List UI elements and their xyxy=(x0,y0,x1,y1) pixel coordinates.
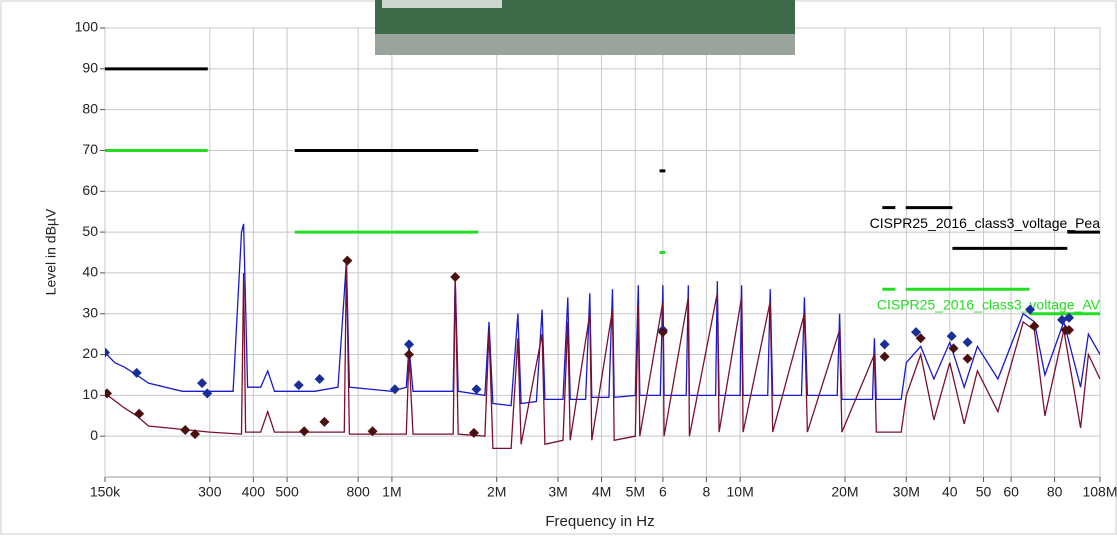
marker xyxy=(367,426,378,437)
y-tick-label: 60 xyxy=(82,182,98,198)
marker xyxy=(915,333,926,344)
x-tick-label: 2M xyxy=(487,484,506,500)
marker xyxy=(1064,325,1075,336)
grid xyxy=(104,27,1101,477)
marker xyxy=(202,388,213,399)
x-tick-label: 80 xyxy=(1047,484,1063,500)
x-tick-label: 4M xyxy=(592,484,611,500)
marker xyxy=(657,327,668,338)
x-tick-label: 30M xyxy=(893,484,920,500)
marker xyxy=(471,384,482,395)
x-tick-label: 40 xyxy=(942,484,958,500)
marker xyxy=(389,384,400,395)
x-tick-label: 300 xyxy=(198,484,222,500)
marker xyxy=(105,347,110,358)
marker xyxy=(180,425,191,436)
marker xyxy=(319,416,330,427)
labels: 0 10 20 30 40 50 60 70 80 90 100 150k 300 400 500 800 1M… xyxy=(75,19,1117,500)
y-tick-label: 100 xyxy=(75,19,99,35)
photo-edge xyxy=(375,34,795,55)
x-tick-label: 50 xyxy=(976,484,992,500)
plot: CISPR25_2016_class3_voltage_Pea CISPR25_2… xyxy=(105,67,1101,450)
x-tick-label: 108M xyxy=(1082,484,1117,500)
marker xyxy=(1029,320,1040,331)
marker xyxy=(450,271,461,282)
y-tick-label: 30 xyxy=(82,304,98,320)
marker xyxy=(404,349,415,360)
marker xyxy=(342,255,353,266)
y-tick-label: 90 xyxy=(82,60,98,76)
plot-area xyxy=(104,27,1101,478)
marker xyxy=(197,378,208,389)
x-tick-label: 3M xyxy=(548,484,567,500)
marker xyxy=(879,351,890,362)
y-tick-label: 40 xyxy=(82,264,98,280)
marker xyxy=(314,374,325,385)
x-tick-label: 500 xyxy=(275,484,299,500)
marker xyxy=(946,331,957,342)
marker xyxy=(1025,304,1036,315)
x-tick-label: 8 xyxy=(702,484,710,500)
marker xyxy=(468,427,479,438)
x-tick-label: 150k xyxy=(90,484,121,500)
limit-label: CISPR25_2016_class3_voltage_Pea xyxy=(870,215,1101,231)
marker xyxy=(404,339,415,350)
y-tick-label: 80 xyxy=(82,100,98,116)
marker xyxy=(134,408,145,419)
x-tick-label: 5M xyxy=(626,484,645,500)
x-tick-label: 10M xyxy=(727,484,754,500)
y-tick-label: 0 xyxy=(90,427,98,443)
y-tick-label: 10 xyxy=(82,386,98,402)
y-axis-label: Level in dBµV xyxy=(43,208,59,295)
marker xyxy=(1064,312,1075,323)
marker xyxy=(962,337,973,348)
marker xyxy=(962,353,973,364)
marker xyxy=(879,339,890,350)
marker xyxy=(299,426,310,437)
marker xyxy=(105,388,113,399)
x-tick-label: 20M xyxy=(831,484,858,500)
trace xyxy=(105,260,1100,450)
limit-label: CISPR25_2016_class3_voltage_AV xyxy=(877,296,1101,312)
marker xyxy=(131,367,142,378)
photo-label xyxy=(382,0,502,8)
x-axis-label: Frequency in Hz xyxy=(545,513,654,530)
marker xyxy=(190,429,201,440)
marker xyxy=(293,380,304,391)
x-tick-label: 60 xyxy=(1003,484,1019,500)
x-tick-label: 400 xyxy=(242,484,266,500)
x-tick-label: 800 xyxy=(346,484,370,500)
marker xyxy=(911,327,922,338)
x-tick-label: 6 xyxy=(659,484,667,500)
x-tick-label: 1M xyxy=(382,484,401,500)
y-tick-label: 20 xyxy=(82,345,98,361)
marker xyxy=(948,343,959,354)
y-tick-label: 70 xyxy=(82,141,98,157)
y-tick-label: 50 xyxy=(82,223,98,239)
